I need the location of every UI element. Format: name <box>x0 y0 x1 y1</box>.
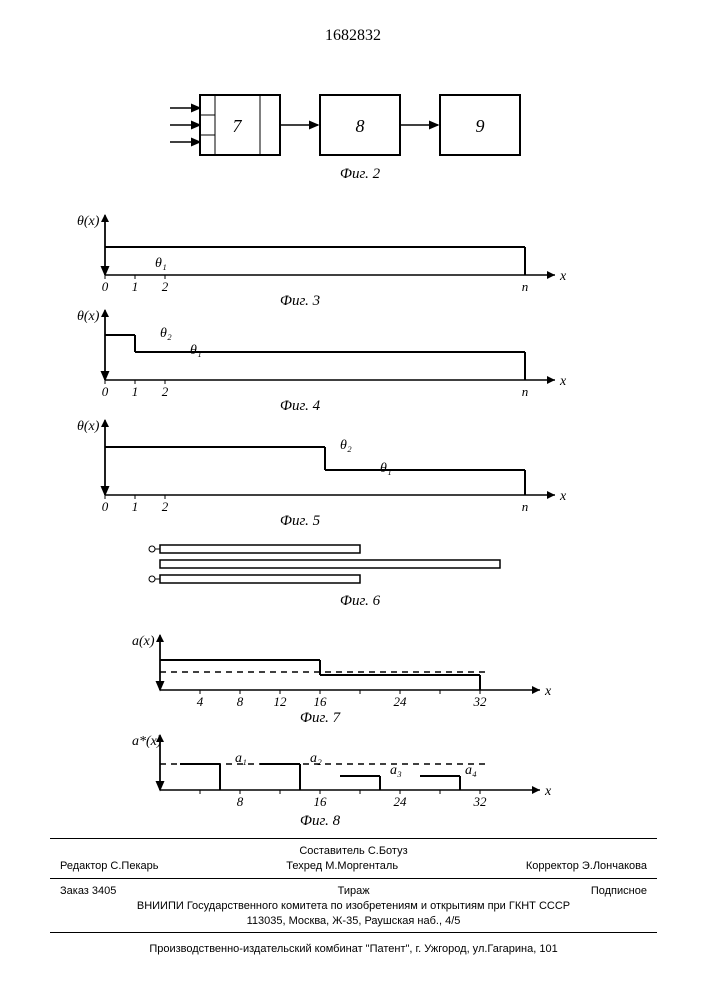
svg-text:n: n <box>522 279 529 294</box>
block-8-label: 8 <box>356 116 365 136</box>
svg-text:x: x <box>544 784 552 799</box>
svg-text:16: 16 <box>314 794 328 809</box>
svg-text:Фиг. 3: Фиг. 3 <box>280 293 320 309</box>
org1: ВНИИПИ Государственного комитета по изоб… <box>60 899 647 914</box>
corrector-name: Э.Лончакова <box>582 860 647 872</box>
divider <box>50 878 657 879</box>
credits-row: Составитель С.Ботуз Редактор С.Пекарь Те… <box>60 844 647 874</box>
fig2-label: Фиг. 2 <box>340 166 381 182</box>
fig2-block-diagram: 7 8 9 Фиг. 2 <box>170 95 520 182</box>
svg-text:x: x <box>559 374 567 389</box>
divider <box>50 838 657 839</box>
org1-addr: 113035, Москва, Ж-35, Раушская наб., 4/5 <box>60 914 647 929</box>
svg-text:Фиг. 4: Фиг. 4 <box>280 398 321 414</box>
svg-text:a*(x): a*(x) <box>132 734 162 749</box>
fig4-chart: θ(x) x 0 1 2 n θ₂ θ₁ Фиг. 4 <box>77 309 567 414</box>
svg-text:1: 1 <box>132 279 139 294</box>
document-number: 1682832 <box>325 27 381 44</box>
svg-text:8: 8 <box>237 794 244 809</box>
order-label: Заказ <box>60 885 89 897</box>
compiler-label: Составитель <box>299 845 364 857</box>
corrector-label: Корректор <box>526 860 579 872</box>
svg-text:0: 0 <box>102 279 109 294</box>
svg-text:θ₁: θ₁ <box>190 343 202 358</box>
svg-text:0: 0 <box>102 384 109 399</box>
svg-text:θ₁: θ₁ <box>380 461 392 476</box>
org2: Производственно-издательский комбинат "П… <box>60 942 647 957</box>
fig7-chart: a(x) x 4 8 12 16 24 32 Фиг. 7 <box>132 634 552 726</box>
svg-text:8: 8 <box>237 694 244 709</box>
techred-name: М.Моргенталь <box>325 860 398 872</box>
svg-text:x: x <box>544 684 552 699</box>
svg-text:n: n <box>522 384 529 399</box>
svg-text:Фиг. 7: Фиг. 7 <box>300 710 342 726</box>
fig6-label: Фиг. 6 <box>340 593 381 609</box>
svg-text:2: 2 <box>162 499 169 514</box>
svg-text:x: x <box>559 269 567 284</box>
svg-text:n: n <box>522 499 529 514</box>
svg-text:θ₂: θ₂ <box>160 326 172 341</box>
sub-label: Подписное <box>591 884 647 899</box>
svg-text:12: 12 <box>274 694 288 709</box>
editor-name: С.Пекарь <box>110 860 158 872</box>
fig5-chart: θ(x) x 0 1 2 n θ₂ θ₁ Фиг. 5 <box>77 419 567 529</box>
svg-text:Фиг. 8: Фиг. 8 <box>300 813 341 829</box>
fig8-chart: a*(x) x 8 16 24 32 a₁ a₂ a₃ a₄ Фиг. 8 <box>132 734 552 829</box>
svg-text:a(x): a(x) <box>132 634 155 649</box>
svg-text:θ(x): θ(x) <box>77 214 100 229</box>
svg-text:24: 24 <box>394 694 408 709</box>
svg-text:a₂: a₂ <box>310 751 322 766</box>
tirazh-label: Тираж <box>338 884 370 899</box>
block-7-label: 7 <box>233 116 243 136</box>
fig6-bars: Фиг. 6 <box>149 545 500 609</box>
svg-text:θ₂: θ₂ <box>340 438 352 453</box>
order-row: Заказ 3405 Тираж Подписное ВНИИПИ Госуда… <box>60 884 647 929</box>
svg-text:Фиг. 5: Фиг. 5 <box>280 513 321 529</box>
editor-label: Редактор <box>60 860 107 872</box>
compiler-name: С.Ботуз <box>368 845 408 857</box>
fig3-chart: θ(x) x 0 1 2 n θ₁ Фиг. 3 <box>77 214 567 309</box>
svg-text:0: 0 <box>102 499 109 514</box>
techred-label: Техред <box>286 860 322 872</box>
block-9-label: 9 <box>476 116 485 136</box>
svg-text:2: 2 <box>162 279 169 294</box>
svg-text:a₃: a₃ <box>390 763 402 778</box>
svg-text:θ(x): θ(x) <box>77 419 100 434</box>
svg-text:4: 4 <box>197 694 204 709</box>
svg-text:2: 2 <box>162 384 169 399</box>
patent-page: 1682832 7 8 9 Фиг. 2 θ(x)x012nθ₁Фиг. 3 θ… <box>0 0 707 1000</box>
svg-text:a₄: a₄ <box>465 763 477 778</box>
svg-text:1: 1 <box>132 384 139 399</box>
svg-text:θ₁: θ₁ <box>155 256 167 271</box>
divider <box>50 932 657 933</box>
order-number: 3405 <box>92 885 116 897</box>
svg-text:1: 1 <box>132 499 139 514</box>
figures-svg: 1682832 7 8 9 Фиг. 2 θ(x)x012nθ₁Фиг. 3 θ… <box>0 0 707 830</box>
svg-text:32: 32 <box>473 694 488 709</box>
svg-text:32: 32 <box>473 794 488 809</box>
svg-text:θ(x): θ(x) <box>77 309 100 324</box>
svg-text:a₁: a₁ <box>235 751 247 766</box>
svg-text:x: x <box>559 489 567 504</box>
svg-text:16: 16 <box>314 694 328 709</box>
svg-text:24: 24 <box>394 794 408 809</box>
